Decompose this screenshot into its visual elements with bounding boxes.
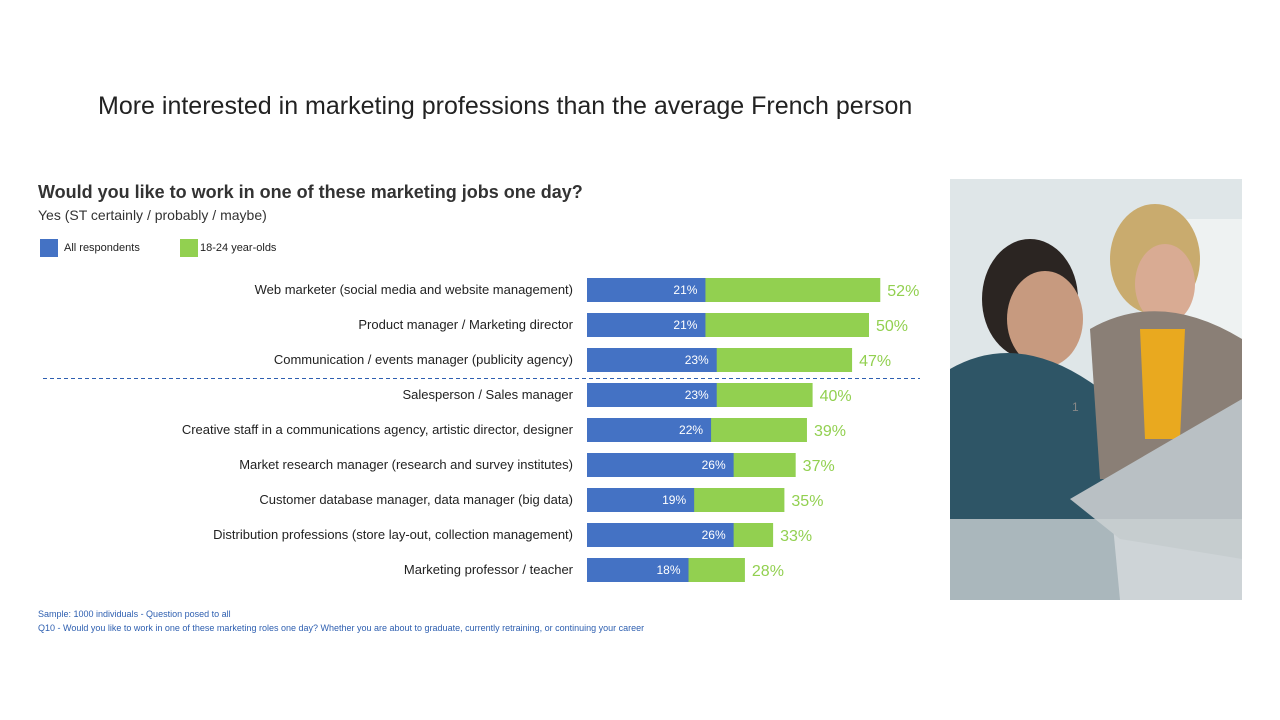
chart-subtitle: Yes (ST certainly / probably / maybe) xyxy=(38,207,267,223)
bar-chart: Web marketer (social media and website m… xyxy=(43,278,920,582)
data-label-18-24: 52% xyxy=(887,283,919,300)
legend-all-respondents: All respondents xyxy=(40,239,140,257)
bar-all-respondents xyxy=(587,418,712,442)
data-label-18-24: 33% xyxy=(780,528,812,545)
data-label-all: 18% xyxy=(656,563,680,577)
category-label: Product manager / Marketing director xyxy=(358,317,573,332)
category-label: Distribution professions (store lay-out,… xyxy=(213,527,573,542)
legend-swatch-blue xyxy=(40,239,58,257)
category-label: Salesperson / Sales manager xyxy=(402,387,573,402)
legend-swatch-green xyxy=(180,239,198,257)
category-label: Marketing professor / teacher xyxy=(404,562,574,577)
data-label-all: 19% xyxy=(662,493,686,507)
data-label-18-24: 40% xyxy=(820,388,852,405)
bar-all-respondents xyxy=(587,453,734,477)
bar-all-respondents xyxy=(587,313,706,337)
category-label: Creative staff in a communications agenc… xyxy=(182,422,574,437)
bar-all-respondents xyxy=(587,488,695,512)
page-number: 1 xyxy=(1072,400,1079,414)
data-label-all: 22% xyxy=(679,423,703,437)
data-label-all: 21% xyxy=(673,318,697,332)
footnote-sample: Sample: 1000 individuals - Question pose… xyxy=(38,609,231,619)
legend-18-24: 18-24 year-olds xyxy=(180,239,276,257)
data-label-18-24: 39% xyxy=(814,423,846,440)
data-label-18-24: 47% xyxy=(859,353,891,370)
data-label-18-24: 37% xyxy=(803,458,835,475)
category-label: Communication / events manager (publicit… xyxy=(274,352,573,367)
bar-all-respondents xyxy=(587,278,706,302)
bar-all-respondents xyxy=(587,523,734,547)
category-label: Web marketer (social media and website m… xyxy=(255,282,573,297)
data-label-all: 23% xyxy=(685,353,709,367)
category-label: Customer database manager, data manager … xyxy=(259,492,573,507)
data-label-all: 23% xyxy=(685,388,709,402)
data-label-18-24: 28% xyxy=(752,563,784,580)
category-label: Market research manager (research and su… xyxy=(239,457,573,472)
data-label-all: 26% xyxy=(702,528,726,542)
data-label-all: 26% xyxy=(702,458,726,472)
bar-all-respondents xyxy=(587,558,689,582)
bar-all-respondents xyxy=(587,383,717,407)
footnote-question: Q10 - Would you like to work in one of t… xyxy=(38,623,645,633)
photo-illustration xyxy=(950,179,1242,600)
data-label-all: 21% xyxy=(673,283,697,297)
slide-title: More interested in marketing professions… xyxy=(98,92,913,120)
bar-all-respondents xyxy=(587,348,717,372)
legend-label: 18-24 year-olds xyxy=(200,242,277,254)
data-label-18-24: 50% xyxy=(876,318,908,335)
photo-colleagues-laptop xyxy=(950,179,1242,600)
legend-label: All respondents xyxy=(64,242,140,254)
data-label-18-24: 35% xyxy=(791,493,823,510)
chart-title: Would you like to work in one of these m… xyxy=(38,182,583,202)
